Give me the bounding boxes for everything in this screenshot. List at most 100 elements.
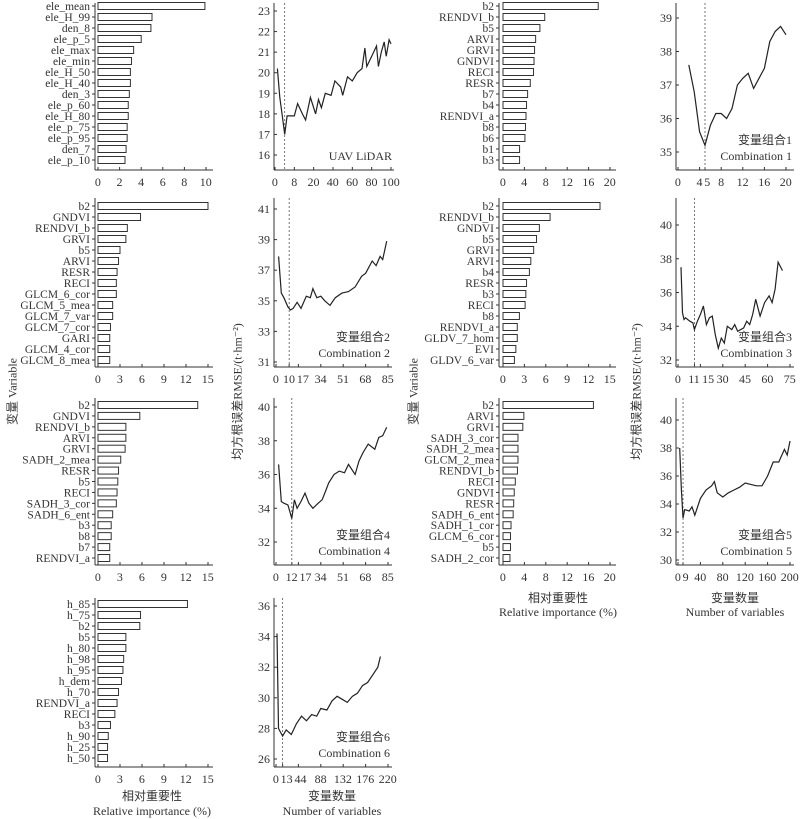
y-tick-label: 20 bbox=[258, 66, 270, 80]
category-label: RECI bbox=[64, 709, 90, 721]
y-tick-label: 38 bbox=[258, 434, 270, 448]
x-tick-label: 51 bbox=[337, 372, 349, 386]
x-tick-label: 2 bbox=[117, 175, 123, 189]
importance-bar bbox=[97, 2, 206, 10]
y-tick-label: 36 bbox=[258, 599, 270, 613]
x-tick-label: 20 bbox=[307, 175, 319, 189]
x-tick-label: 0 bbox=[273, 570, 279, 584]
importance-bar bbox=[97, 235, 127, 243]
category-label: SADH_2_mea bbox=[426, 444, 494, 456]
category-label: RECI bbox=[468, 67, 494, 79]
category-label: GLCM_6_cor bbox=[429, 531, 494, 543]
y-tick-label: 39 bbox=[258, 233, 270, 247]
importance-bar bbox=[502, 433, 519, 442]
x-tick-label: 60 bbox=[761, 372, 773, 386]
y-tick-label: 35 bbox=[258, 294, 270, 308]
x-tick-label: 3 bbox=[117, 772, 123, 786]
importance-bar bbox=[502, 422, 524, 431]
y-tick-label: 32 bbox=[660, 525, 672, 539]
category-label: h_90 bbox=[67, 731, 90, 743]
y-tick-label: 38 bbox=[660, 441, 672, 455]
category-label: ARVI bbox=[63, 256, 90, 268]
importance-bar bbox=[502, 145, 521, 153]
rmse-line bbox=[278, 427, 388, 519]
x-tick-label: 100 bbox=[382, 175, 400, 189]
category-label: RENDVI_a bbox=[440, 322, 494, 334]
category-label: GLCM_7_cor bbox=[25, 322, 90, 334]
importance-bar bbox=[97, 145, 127, 153]
category-label: RENDVI_a bbox=[36, 553, 90, 565]
category-label: ARVI bbox=[467, 411, 494, 423]
importance-bar bbox=[97, 101, 129, 109]
importance-bar bbox=[97, 488, 118, 497]
y-tick-label: 34 bbox=[258, 630, 270, 644]
x-tick-label: 0 bbox=[500, 570, 506, 584]
category-label: h_98 bbox=[67, 654, 90, 666]
panel-label: Combination 6 bbox=[318, 746, 390, 760]
panel-label: Combination 4 bbox=[318, 544, 390, 558]
importance-bar bbox=[97, 290, 117, 298]
panel-label: UAV LiDAR bbox=[329, 149, 392, 163]
x-tick-label: 9 bbox=[161, 372, 167, 386]
category-label: h_75 bbox=[67, 610, 90, 622]
x-tick-label: 20 bbox=[604, 570, 616, 584]
category-label: b8 bbox=[483, 122, 495, 134]
x-tick-label: 3 bbox=[117, 372, 123, 386]
category-label: RENDVI_b bbox=[35, 422, 90, 434]
importance-bar bbox=[502, 24, 541, 32]
x-tick-label: 15 bbox=[604, 372, 616, 386]
category-label: ele_mean bbox=[46, 1, 90, 13]
x-tick-label: 34 bbox=[315, 372, 327, 386]
panel-0: 0 2 4 6 8 10ele_meanele_H_99den_8ele_p_5ele_m… bbox=[45, 1, 213, 189]
y-tick-label: 40 bbox=[660, 413, 672, 427]
category-label: b1 bbox=[483, 144, 495, 156]
category-label: SADH_1_cor bbox=[431, 520, 494, 532]
importance-bar bbox=[97, 433, 127, 442]
y-tick-label: 19 bbox=[258, 86, 270, 100]
category-label: ele_min bbox=[53, 56, 90, 68]
category-label: GRVI bbox=[467, 422, 494, 434]
importance-bar bbox=[97, 422, 127, 431]
importance-bar bbox=[97, 356, 111, 364]
x-tick-label: 4 bbox=[521, 175, 527, 189]
y-tick-label: 18 bbox=[258, 107, 270, 121]
panel-label: 变量组合1 bbox=[738, 132, 792, 147]
y-tick-label: 16 bbox=[258, 148, 270, 162]
importance-bar bbox=[502, 246, 535, 254]
category-label: RESR bbox=[61, 267, 90, 279]
x-tick-label: 220 bbox=[379, 772, 397, 786]
importance-bar bbox=[97, 35, 142, 43]
importance-bar bbox=[502, 444, 519, 453]
importance-bar bbox=[97, 510, 114, 519]
category-label: b3 bbox=[79, 520, 91, 532]
y-tick-label: 40 bbox=[258, 400, 270, 414]
y-tick-label: 40 bbox=[660, 218, 672, 232]
category-label: b3 bbox=[79, 720, 91, 732]
y-tick-label: 23 bbox=[258, 4, 270, 18]
x-title-nvars-cn-left: 变量数量 bbox=[307, 789, 356, 803]
x-tick-label: 15 bbox=[202, 772, 214, 786]
importance-bar bbox=[502, 554, 511, 562]
category-label: GNDVI bbox=[457, 487, 494, 499]
category-label: b2 bbox=[483, 1, 495, 13]
y-title-variable-right: 变量 Variable bbox=[406, 358, 421, 425]
y-tick-label: 36 bbox=[660, 112, 672, 126]
category-label: den_7 bbox=[62, 144, 90, 156]
x-title-nvars-en-left: Number of variables bbox=[282, 804, 382, 818]
importance-bar bbox=[97, 633, 127, 641]
importance-bar bbox=[97, 134, 128, 142]
x-tick-label: 80 bbox=[717, 570, 729, 584]
panel-label: Combination 1 bbox=[720, 149, 792, 163]
importance-bar bbox=[502, 79, 531, 87]
y-tick-label: 37 bbox=[258, 263, 270, 277]
x-title-importance-en-left: Relative importance (%) bbox=[93, 804, 211, 818]
y-tick-label: 32 bbox=[660, 353, 672, 367]
y-tick-label: 36 bbox=[660, 469, 672, 483]
importance-bar bbox=[97, 688, 120, 696]
category-label: b4 bbox=[483, 267, 495, 279]
importance-bar bbox=[502, 123, 526, 131]
importance-bar bbox=[97, 279, 117, 287]
x-tick-label: 9 bbox=[683, 570, 689, 584]
panel-label: Combination 2 bbox=[318, 346, 390, 360]
x-tick-label: 12 bbox=[286, 570, 298, 584]
